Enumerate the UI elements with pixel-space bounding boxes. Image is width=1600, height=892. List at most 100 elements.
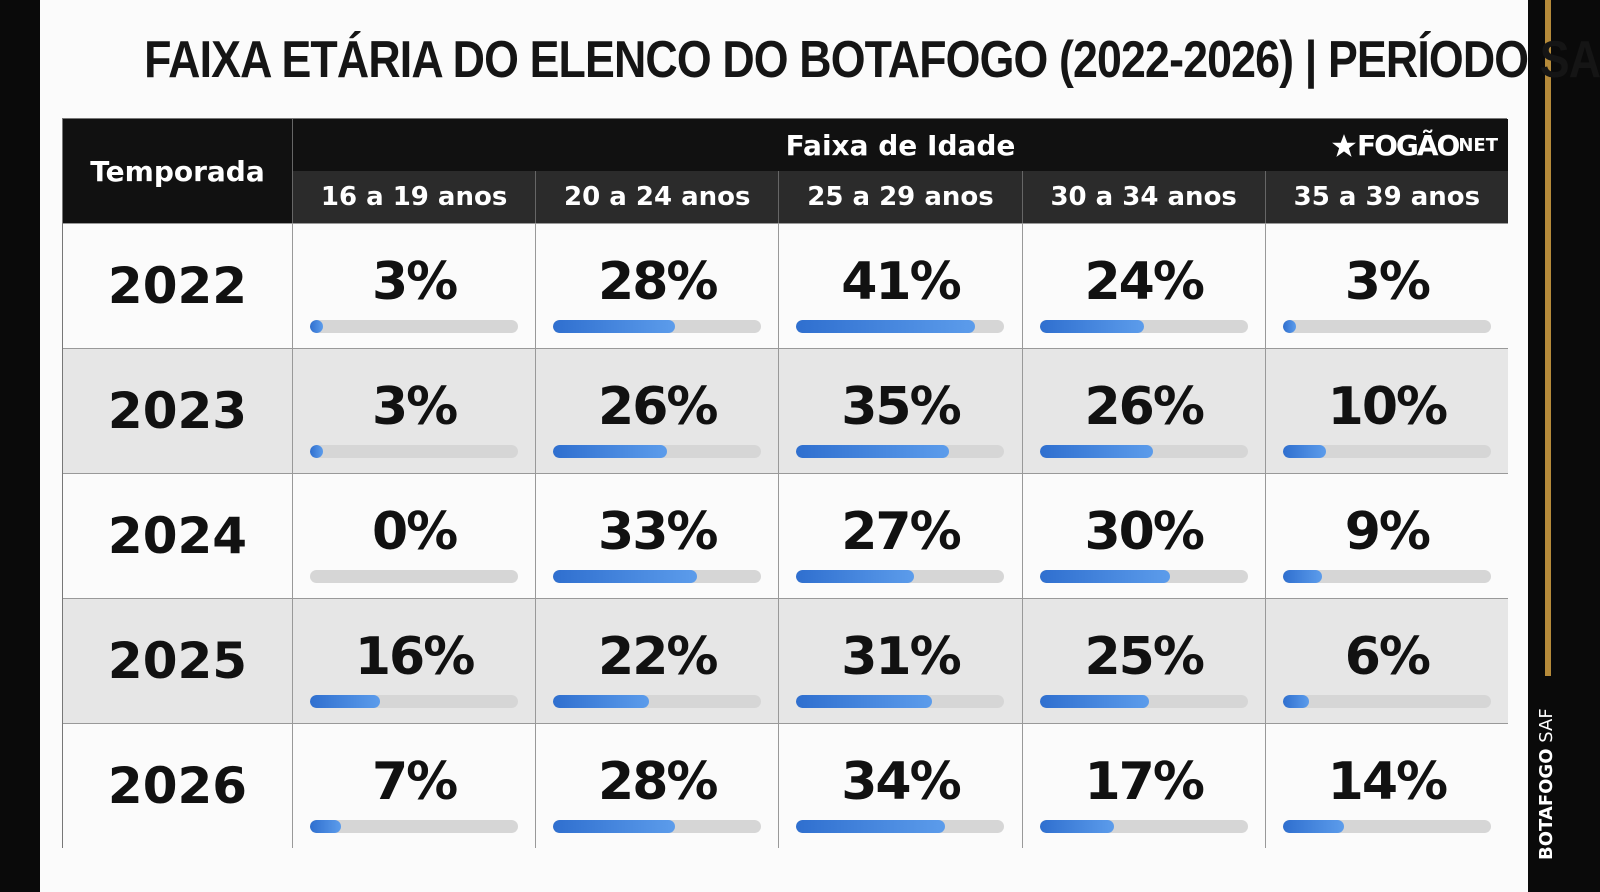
- percent-label: 14%: [1327, 752, 1448, 812]
- percent-label: 17%: [1084, 752, 1204, 812]
- value-cell: 14%: [1264, 723, 1508, 848]
- season-cell: 2023: [63, 348, 292, 473]
- bar-track: [553, 445, 762, 458]
- bar-track: [1039, 445, 1248, 458]
- percent-label: 25%: [1084, 627, 1204, 687]
- percent-label: 9%: [1344, 502, 1431, 562]
- bar-fill: [1282, 570, 1323, 583]
- percent-label: 0%: [371, 502, 458, 562]
- percent-label: 26%: [598, 377, 718, 437]
- bar-fill: [553, 570, 698, 583]
- bar-fill: [1039, 320, 1145, 333]
- column-header: 16 a 19 anos: [292, 171, 536, 223]
- bar-fill: [796, 695, 932, 708]
- value-cell: 33%: [535, 473, 779, 598]
- corner-header: Temporada: [63, 119, 292, 223]
- group-header: Faixa de Idade FOGÃO NET: [292, 119, 1508, 171]
- percent-label: 10%: [1327, 377, 1448, 437]
- bar-fill: [1039, 570, 1171, 583]
- bar-fill: [553, 445, 667, 458]
- column-header: 20 a 24 anos: [535, 171, 779, 223]
- logo-main: FOGÃO: [1356, 129, 1460, 162]
- value-cell: 7%: [292, 723, 536, 848]
- logo: FOGÃO NET: [1331, 129, 1498, 162]
- bar-track: [310, 570, 518, 583]
- logo-star: [1332, 133, 1356, 157]
- value-cell: 27%: [778, 473, 1022, 598]
- bar-track: [310, 695, 518, 708]
- gold-stripe: [1545, 0, 1551, 676]
- value-cell: 17%: [1021, 723, 1265, 848]
- bar-track: [553, 570, 762, 583]
- bar-track: [1039, 320, 1248, 333]
- bar-track: [796, 820, 1005, 833]
- bar-fill: [1282, 320, 1296, 333]
- side-brand: BOTAFOGO SAF: [1536, 708, 1557, 860]
- value-cell: 0%: [292, 473, 536, 598]
- value-cell: 22%: [535, 598, 779, 723]
- percent-label: 28%: [598, 752, 718, 812]
- value-cell: 6%: [1264, 598, 1508, 723]
- bar-track: [310, 820, 518, 833]
- value-cell: 28%: [535, 223, 779, 348]
- bar-track: [796, 695, 1005, 708]
- percent-label: 7%: [371, 752, 458, 812]
- value-cell: 25%: [1021, 598, 1265, 723]
- bar-track: [796, 320, 1005, 333]
- value-cell: 9%: [1264, 473, 1508, 598]
- value-cell: 41%: [778, 223, 1022, 348]
- percent-label: 30%: [1084, 502, 1204, 562]
- value-cell: 26%: [1021, 348, 1265, 473]
- value-cell: 10%: [1264, 348, 1508, 473]
- bar-track: [310, 320, 518, 333]
- bar-track: [1282, 570, 1491, 583]
- value-cell: 35%: [778, 348, 1022, 473]
- value-cell: 34%: [778, 723, 1022, 848]
- bar-fill: [1039, 445, 1154, 458]
- bar-fill: [1282, 820, 1344, 833]
- value-cell: 3%: [292, 348, 536, 473]
- value-cell: 31%: [778, 598, 1022, 723]
- bar-track: [1282, 820, 1491, 833]
- bar-fill: [1039, 820, 1114, 833]
- percent-label: 26%: [1084, 377, 1204, 437]
- percent-label: 35%: [841, 377, 961, 437]
- bar-fill: [1282, 695, 1309, 708]
- bar-track: [1282, 320, 1491, 333]
- value-cell: 26%: [535, 348, 779, 473]
- bar-track: [1039, 695, 1248, 708]
- bar-fill: [796, 445, 950, 458]
- title: FAIXA ETÁRIA DO ELENCO DO BOTAFOGO (2022…: [144, 31, 1600, 89]
- percent-label: 3%: [371, 377, 458, 437]
- season-cell: 2022: [63, 223, 292, 348]
- value-cell: 24%: [1021, 223, 1265, 348]
- percent-label: 34%: [841, 752, 961, 812]
- percent-label: 3%: [371, 252, 458, 312]
- logo-suffix: NET: [1458, 135, 1498, 156]
- value-cell: 16%: [292, 598, 536, 723]
- bar-track: [553, 820, 762, 833]
- season-cell: 2026: [63, 723, 292, 848]
- bar-fill: [553, 320, 676, 333]
- bar-fill: [1039, 695, 1149, 708]
- table: Temporada Faixa de Idade FOGÃO NET 16 a 19 a…: [62, 118, 1508, 848]
- side-brand-suffix: SAF: [1536, 708, 1557, 743]
- bar-track: [1039, 570, 1248, 583]
- percent-label: 31%: [841, 627, 961, 687]
- value-cell: 28%: [535, 723, 779, 848]
- bar-fill: [1282, 445, 1327, 458]
- bar-fill: [796, 570, 915, 583]
- bar-fill: [310, 820, 341, 833]
- column-header: 30 a 34 anos: [1021, 171, 1265, 223]
- bar-fill: [310, 695, 380, 708]
- bar-track: [796, 445, 1005, 458]
- bar-fill: [553, 695, 650, 708]
- percent-label: 22%: [598, 627, 718, 687]
- bar-fill: [310, 320, 324, 333]
- bar-fill: [796, 320, 976, 333]
- bar-track: [1039, 820, 1248, 833]
- value-cell: 3%: [292, 223, 536, 348]
- percent-label: 24%: [1084, 252, 1204, 312]
- bar-track: [796, 570, 1005, 583]
